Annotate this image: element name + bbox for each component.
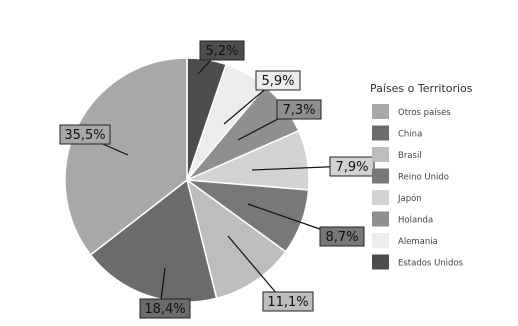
legend-label: Estados Unidos — [398, 259, 464, 269]
legend-swatch — [372, 125, 389, 141]
data-label: 7,3% — [282, 103, 315, 118]
data-label: 5,2% — [205, 44, 238, 59]
data-label: 35,5% — [64, 128, 105, 143]
leader-line — [227, 235, 284, 302]
data-label-box — [319, 226, 365, 247]
data-label: 11,1% — [267, 295, 308, 310]
pie-slices — [64, 57, 310, 303]
data-label-box — [276, 99, 322, 120]
legend-label: Brasil — [398, 151, 422, 161]
legend-label: Otros países — [398, 108, 451, 118]
slice-labels: 5,2% 5,9% 7,3% 7,9% 8,7% 11,1% 18,4% 35,5% — [59, 40, 375, 319]
legend-items: Otros países China Brasil Reino Unido Japón H… — [372, 104, 464, 270]
data-label: 5,9% — [261, 74, 294, 89]
legend-swatch — [372, 104, 389, 119]
legend-swatch — [372, 211, 389, 227]
legend-label: China — [398, 130, 422, 140]
legend-title: Países o Territorios — [370, 82, 473, 95]
legend-label: Japón — [397, 193, 422, 204]
data-label-box — [329, 156, 375, 177]
data-label: 18,4% — [144, 302, 185, 317]
data-label-box — [199, 40, 245, 61]
data-label-box — [59, 124, 111, 145]
legend-label: Holanda — [398, 216, 433, 226]
data-label-box — [262, 291, 314, 312]
legend-swatch — [372, 190, 389, 205]
data-label-box — [255, 70, 301, 91]
legend-swatch — [372, 254, 389, 270]
legend-swatch — [372, 233, 389, 248]
legend-label: Reino Unido — [398, 173, 449, 183]
legend-swatch — [372, 168, 389, 184]
pie-slice-china — [89, 178, 218, 303]
legend-swatch — [372, 147, 389, 162]
data-label: 7,9% — [335, 160, 368, 175]
data-label: 8,7% — [325, 230, 358, 245]
data-label-box — [139, 298, 191, 319]
pie-slice-brasil — [185, 178, 287, 300]
legend-label: Alemania — [398, 237, 438, 247]
legend: Países o Territorios Otros países China Br… — [370, 82, 473, 270]
